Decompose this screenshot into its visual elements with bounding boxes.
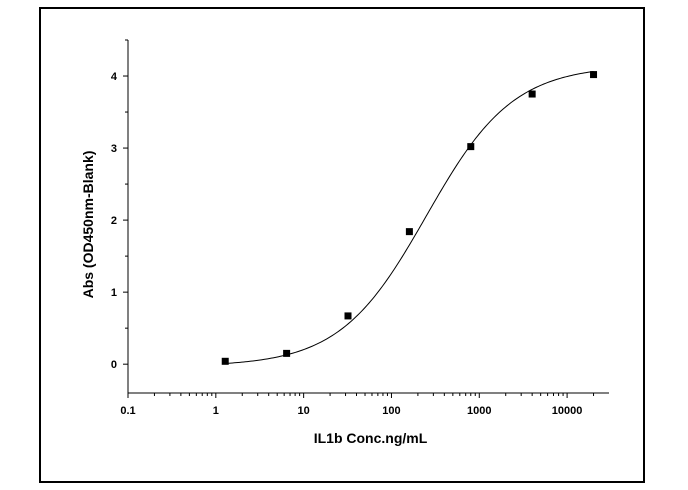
data-point — [283, 349, 291, 357]
y-axis-ticks: 0 1 2 3 4 — [111, 39, 128, 371]
x-tick-label: 100 — [382, 405, 400, 417]
data-point — [344, 312, 352, 320]
chart-frame — [39, 7, 645, 483]
y-tick-label: 2 — [111, 215, 117, 227]
x-tick-label: 10000 — [552, 405, 583, 417]
x-tick-label: 10 — [298, 405, 310, 417]
data-point — [467, 143, 475, 151]
x-axis-ticks: 0.1 1 10 100 1000 10000 — [120, 393, 595, 417]
data-point — [405, 228, 413, 236]
fit-curve — [225, 70, 594, 364]
y-tick-label: 4 — [111, 71, 118, 83]
x-tick-label: 0.1 — [120, 405, 135, 417]
y-axis-label: Abs (OD450nm-Blank) — [80, 151, 96, 299]
data-points — [221, 71, 598, 365]
data-point — [528, 90, 536, 98]
x-axis-label: IL1b Conc.ng/mL — [314, 430, 428, 446]
y-tick-label: 0 — [111, 359, 117, 371]
x-tick-label: 1000 — [467, 405, 491, 417]
y-tick-label: 1 — [111, 287, 117, 299]
x-tick-label: 1 — [213, 405, 219, 417]
data-point — [221, 357, 229, 365]
axes — [127, 40, 609, 394]
y-tick-label: 3 — [111, 143, 117, 155]
data-point — [590, 71, 598, 79]
